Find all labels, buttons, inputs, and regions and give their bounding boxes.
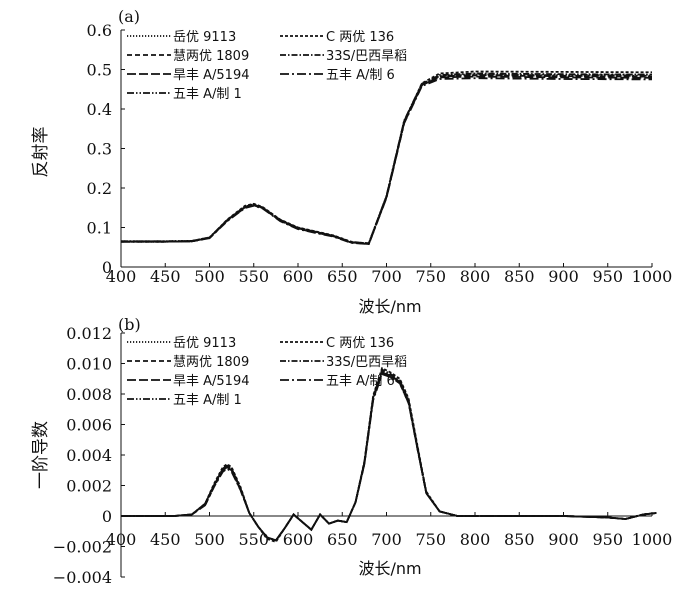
- b-x-tick-label: 600: [283, 530, 314, 549]
- b-y-tick-label: 0.012: [66, 324, 112, 343]
- b-legend-entry-6: 五丰 A/制 6: [326, 374, 395, 389]
- b-y-tick-label: 0.006: [66, 416, 112, 435]
- b-y-tick-label: 0: [102, 507, 112, 526]
- a-x-tick-label: 700: [371, 267, 402, 286]
- b-x-tick-label: 650: [327, 530, 358, 549]
- b-y-tick-label: −0.002: [53, 538, 112, 557]
- panel-b-first-derivative-chart: (b) 400 450 500 550 600 650 700 750 800 850 900 950…: [31, 315, 672, 587]
- a-legend-entry-7: 五丰 A/制 1: [173, 87, 242, 102]
- a-x-tick-label: 600: [283, 267, 314, 286]
- a-y-tick-label: 0.1: [87, 219, 112, 238]
- b-legend-entry-2: C 两优 136: [326, 336, 394, 351]
- b-series-line-7: [121, 369, 657, 542]
- b-y-tick-label: 0.002: [66, 477, 112, 496]
- a-legend-entry-1: 岳优 9113: [173, 30, 236, 45]
- panel-a-y-axis-label: 反射率: [31, 127, 51, 178]
- a-x-tick-label: 850: [504, 267, 535, 286]
- b-legend-entry-1: 岳优 9113: [173, 336, 236, 351]
- a-y-tick-label: 0.2: [87, 179, 112, 198]
- b-y-tick-label: −0.004: [53, 568, 112, 587]
- b-y-tick-label: 0.008: [66, 385, 112, 404]
- b-x-tick-label: 450: [150, 530, 181, 549]
- b-y-tick-label: 0.004: [66, 446, 112, 465]
- b-x-tick-label: 500: [194, 530, 225, 549]
- a-legend-entry-4: 33S/巴西旱稻: [326, 49, 407, 64]
- panel-a-reflectance-chart: (a) 400 450 500 550 600 650 700 750 800 850 900 950…: [31, 7, 672, 316]
- b-x-tick-label: 750: [415, 530, 446, 549]
- b-y-tick-label: 0.010: [66, 355, 112, 374]
- b-series-line-6: [121, 373, 657, 542]
- a-x-tick-label: 1000: [632, 267, 673, 286]
- a-legend-entry-6: 五丰 A/制 6: [326, 68, 395, 83]
- a-y-tick-label: 0.6: [87, 21, 112, 40]
- panel-b-series-lines: [121, 366, 657, 543]
- a-y-tick-label: 0.3: [87, 140, 112, 159]
- a-legend-entry-3: 慧两优 1809: [173, 48, 249, 64]
- a-x-tick-label: 950: [592, 267, 623, 286]
- b-x-tick-label: 850: [504, 530, 535, 549]
- panel-a-series-lines: [121, 70, 653, 246]
- b-x-tick-label: 1000: [632, 530, 673, 549]
- b-x-tick-label: 700: [371, 530, 402, 549]
- a-y-tick-label: 0.4: [87, 100, 112, 119]
- b-x-tick-label: 550: [238, 530, 269, 549]
- a-x-tick-label: 550: [238, 267, 269, 286]
- b-legend-entry-5: 旱丰 A/5194: [173, 374, 250, 389]
- b-x-tick-label: 900: [548, 530, 579, 549]
- a-x-tick-label: 900: [548, 267, 579, 286]
- panel-a-axes: 400 450 500 550 600 650 700 750 800 850 900 950 1000…: [87, 21, 673, 286]
- a-legend-entry-2: C 两优 136: [326, 30, 394, 45]
- b-legend-entry-4: 33S/巴西旱稻: [326, 355, 407, 370]
- b-legend-entry-7: 五丰 A/制 1: [173, 393, 242, 408]
- a-x-tick-label: 650: [327, 267, 358, 286]
- panel-b-axes: 400 450 500 550 600 650 700 750 800 850 900 950 1000…: [53, 324, 673, 587]
- panel-b-x-axis-label: 波长/nm: [358, 559, 421, 578]
- panel-b-label: (b): [118, 315, 141, 334]
- a-series-line-7: [121, 74, 652, 245]
- a-y-tick-label: 0.5: [87, 61, 112, 80]
- panel-b-y-axis-label: 一阶导数: [31, 421, 51, 489]
- a-x-tick-label: 500: [194, 267, 225, 286]
- b-x-tick-label: 800: [460, 530, 491, 549]
- b-legend-entry-3: 慧两优 1809: [173, 354, 249, 370]
- a-x-tick-label: 450: [150, 267, 181, 286]
- b-x-tick-label: 400: [106, 530, 137, 549]
- a-legend-entry-5: 旱丰 A/5194: [173, 68, 250, 83]
- a-x-tick-label: 400: [106, 267, 137, 286]
- a-x-tick-label: 750: [415, 267, 446, 286]
- panel-a-label: (a): [118, 7, 140, 26]
- a-x-tick-label: 800: [460, 267, 491, 286]
- b-x-tick-label: 950: [592, 530, 623, 549]
- a-y-tick-label: 0: [102, 258, 112, 277]
- panel-a-x-axis-label: 波长/nm: [358, 297, 421, 316]
- a-series-line-6: [121, 77, 653, 246]
